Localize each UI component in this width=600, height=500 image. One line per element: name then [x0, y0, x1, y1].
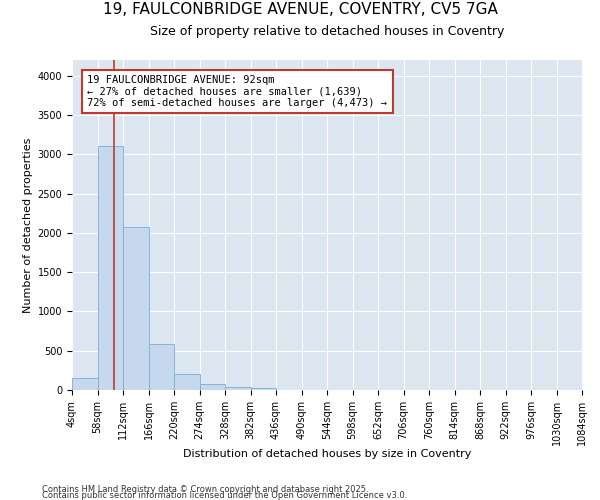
- Title: Size of property relative to detached houses in Coventry: Size of property relative to detached ho…: [150, 25, 504, 38]
- Bar: [72, 378, 97, 390]
- Text: Contains HM Land Registry data © Crown copyright and database right 2025.: Contains HM Land Registry data © Crown c…: [42, 484, 368, 494]
- Bar: [123, 226, 149, 390]
- Bar: [225, 387, 251, 390]
- Text: 19, FAULCONBRIDGE AVENUE, COVENTRY, CV5 7GA: 19, FAULCONBRIDGE AVENUE, COVENTRY, CV5 …: [103, 2, 497, 18]
- Text: 19 FAULCONBRIDGE AVENUE: 92sqm
← 27% of detached houses are smaller (1,639)
72% : 19 FAULCONBRIDGE AVENUE: 92sqm ← 27% of …: [88, 75, 388, 108]
- Text: Contains public sector information licensed under the Open Government Licence v3: Contains public sector information licen…: [42, 490, 407, 500]
- Bar: [200, 384, 225, 390]
- Bar: [174, 374, 199, 390]
- Bar: [251, 388, 276, 390]
- Bar: [149, 344, 174, 390]
- Bar: [97, 146, 123, 390]
- X-axis label: Distribution of detached houses by size in Coventry: Distribution of detached houses by size …: [183, 449, 471, 459]
- Y-axis label: Number of detached properties: Number of detached properties: [23, 138, 34, 312]
